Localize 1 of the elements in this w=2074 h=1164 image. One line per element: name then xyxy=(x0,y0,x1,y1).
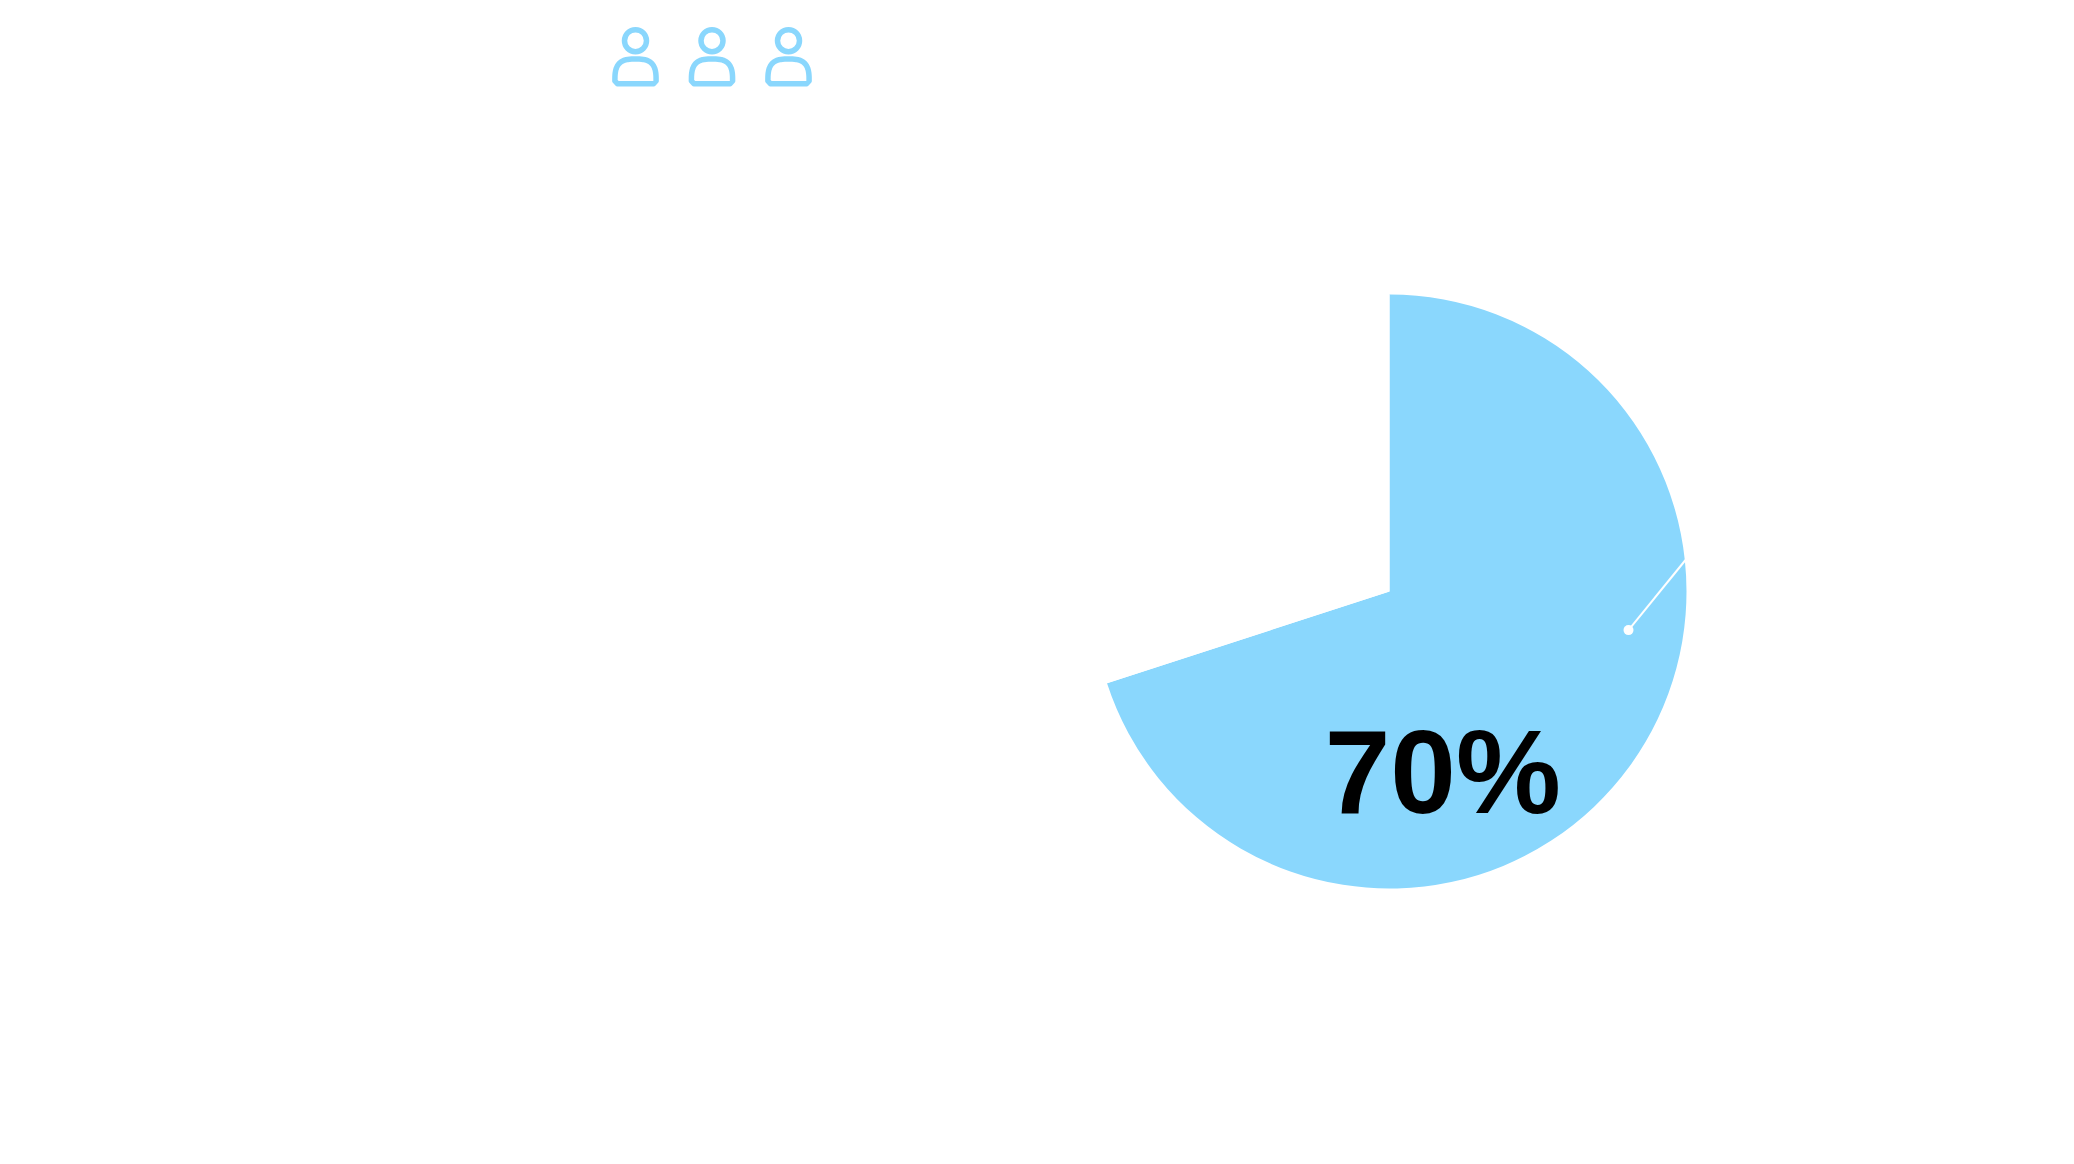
data-label: 70% xyxy=(1324,706,1561,839)
